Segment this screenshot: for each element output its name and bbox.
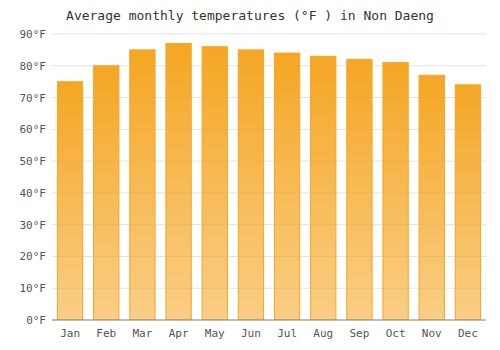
grid-line [52,320,486,321]
y-tick-label: 0°F [26,314,46,327]
bar [238,50,263,320]
bar [311,56,336,320]
bar [166,44,191,320]
x-tick-label: Dec [458,327,478,340]
x-tick-label: Oct [386,327,406,340]
x-tick-label: Mar [132,327,152,340]
y-tick-label: 60°F [20,123,47,136]
y-tick-label: 20°F [20,250,47,263]
x-tick-label: Nov [422,327,442,340]
grid-line [52,34,486,35]
y-axis: 0°F 10°F 20°F 30°F 40°F 50°F 60°F 70°F 80°F 90°F [20,28,487,327]
bar [383,63,408,320]
bar [419,75,444,320]
y-tick-label: 50°F [20,155,47,168]
x-tick-label: Feb [96,327,116,340]
y-tick-label: 40°F [20,187,47,200]
x-tick-label: Aug [313,327,333,340]
x-tick-label: Jan [60,327,80,340]
y-tick-label: 90°F [20,28,47,41]
x-tick-label: Jun [241,327,261,340]
bars [57,44,480,320]
bar [57,82,82,320]
x-axis-line [52,320,486,321]
x-tick-label: Apr [169,327,189,340]
bar [347,59,372,320]
y-tick-label: 30°F [20,219,47,232]
bar [455,85,480,320]
x-axis: Jan Feb Mar Apr May Jun Jul Aug Sep Oct Nov Dec [52,320,486,340]
bar [130,50,155,320]
bar [202,47,227,320]
x-tick-label: Sep [349,327,369,340]
x-tick-label: Jul [277,327,297,340]
chart-container: Average monthly temperatures (°F ) in No… [0,0,500,350]
y-tick-label: 70°F [20,92,47,105]
x-tick-label: May [205,327,225,340]
y-tick-label: 80°F [20,60,47,73]
y-tick-label: 10°F [20,282,47,295]
bar [274,53,299,320]
chart: Average monthly temperatures (°F ) in No… [0,0,500,350]
bar [94,66,119,320]
title: Average monthly temperatures (°F ) in No… [66,8,434,23]
